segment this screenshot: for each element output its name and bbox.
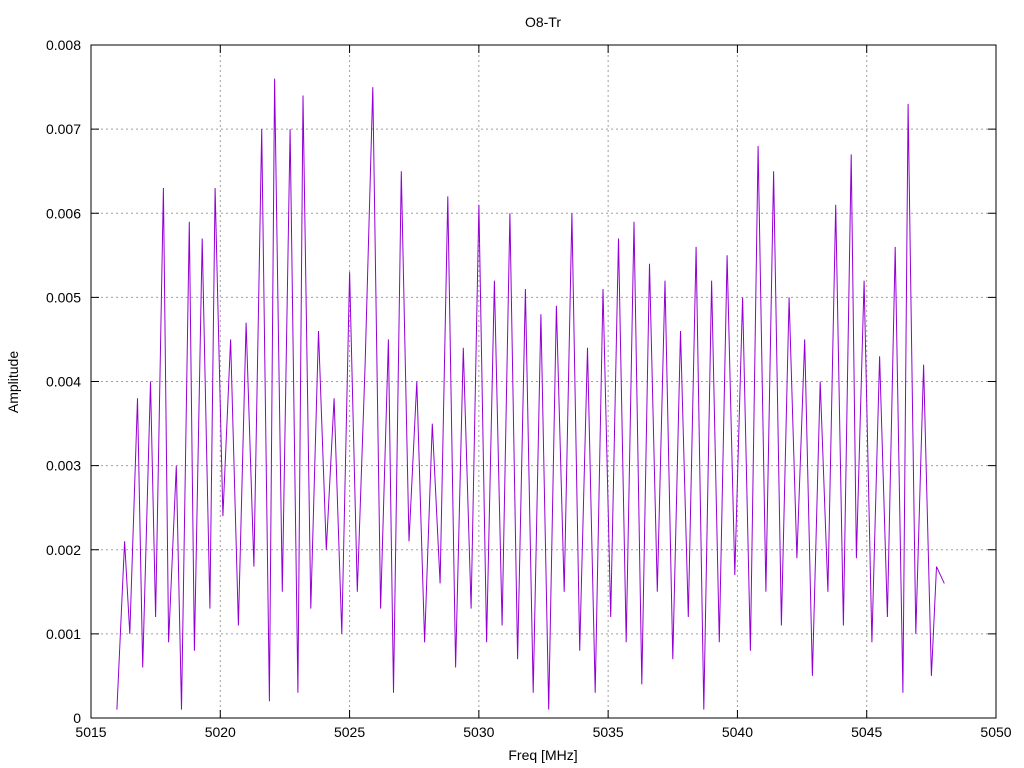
chart-title: O8-Tr	[525, 14, 561, 30]
x-tick-label: 5020	[205, 724, 236, 740]
x-tick-label: 5045	[851, 724, 882, 740]
x-tick-label: 5025	[334, 724, 365, 740]
y-tick-label: 0.002	[46, 542, 81, 558]
x-tick-label: 5035	[593, 724, 624, 740]
x-tick-label: 5015	[75, 724, 106, 740]
series-layer	[116, 78, 945, 710]
y-tick-labels: 0 0.001 0.002 0.003 0.004 0.005 0.006 0.007 0.00…	[46, 37, 81, 726]
x-tick-label: 5030	[463, 724, 494, 740]
y-tick-label: 0.001	[46, 626, 81, 642]
y-tick-label: 0	[73, 710, 81, 726]
y-tick-label: 0.005	[46, 289, 81, 305]
y-tick-label: 0.008	[46, 37, 81, 53]
x-axis-label: Freq [MHz]	[508, 747, 577, 763]
y-tick-label: 0.004	[46, 374, 81, 390]
tick-marks	[90, 44, 997, 719]
x-tick-labels: 5015 5020 5025 5030 5035 5040 5045 5050	[75, 724, 1011, 740]
x-tick-label: 5050	[980, 724, 1011, 740]
y-tick-label: 0.003	[46, 458, 81, 474]
y-tick-label: 0.006	[46, 205, 81, 221]
grid-lines	[91, 45, 996, 718]
amplitude-series-line	[116, 78, 945, 710]
y-tick-label: 0.007	[46, 121, 81, 137]
x-tick-label: 5040	[722, 724, 753, 740]
y-axis-label: Amplitude	[5, 351, 21, 413]
